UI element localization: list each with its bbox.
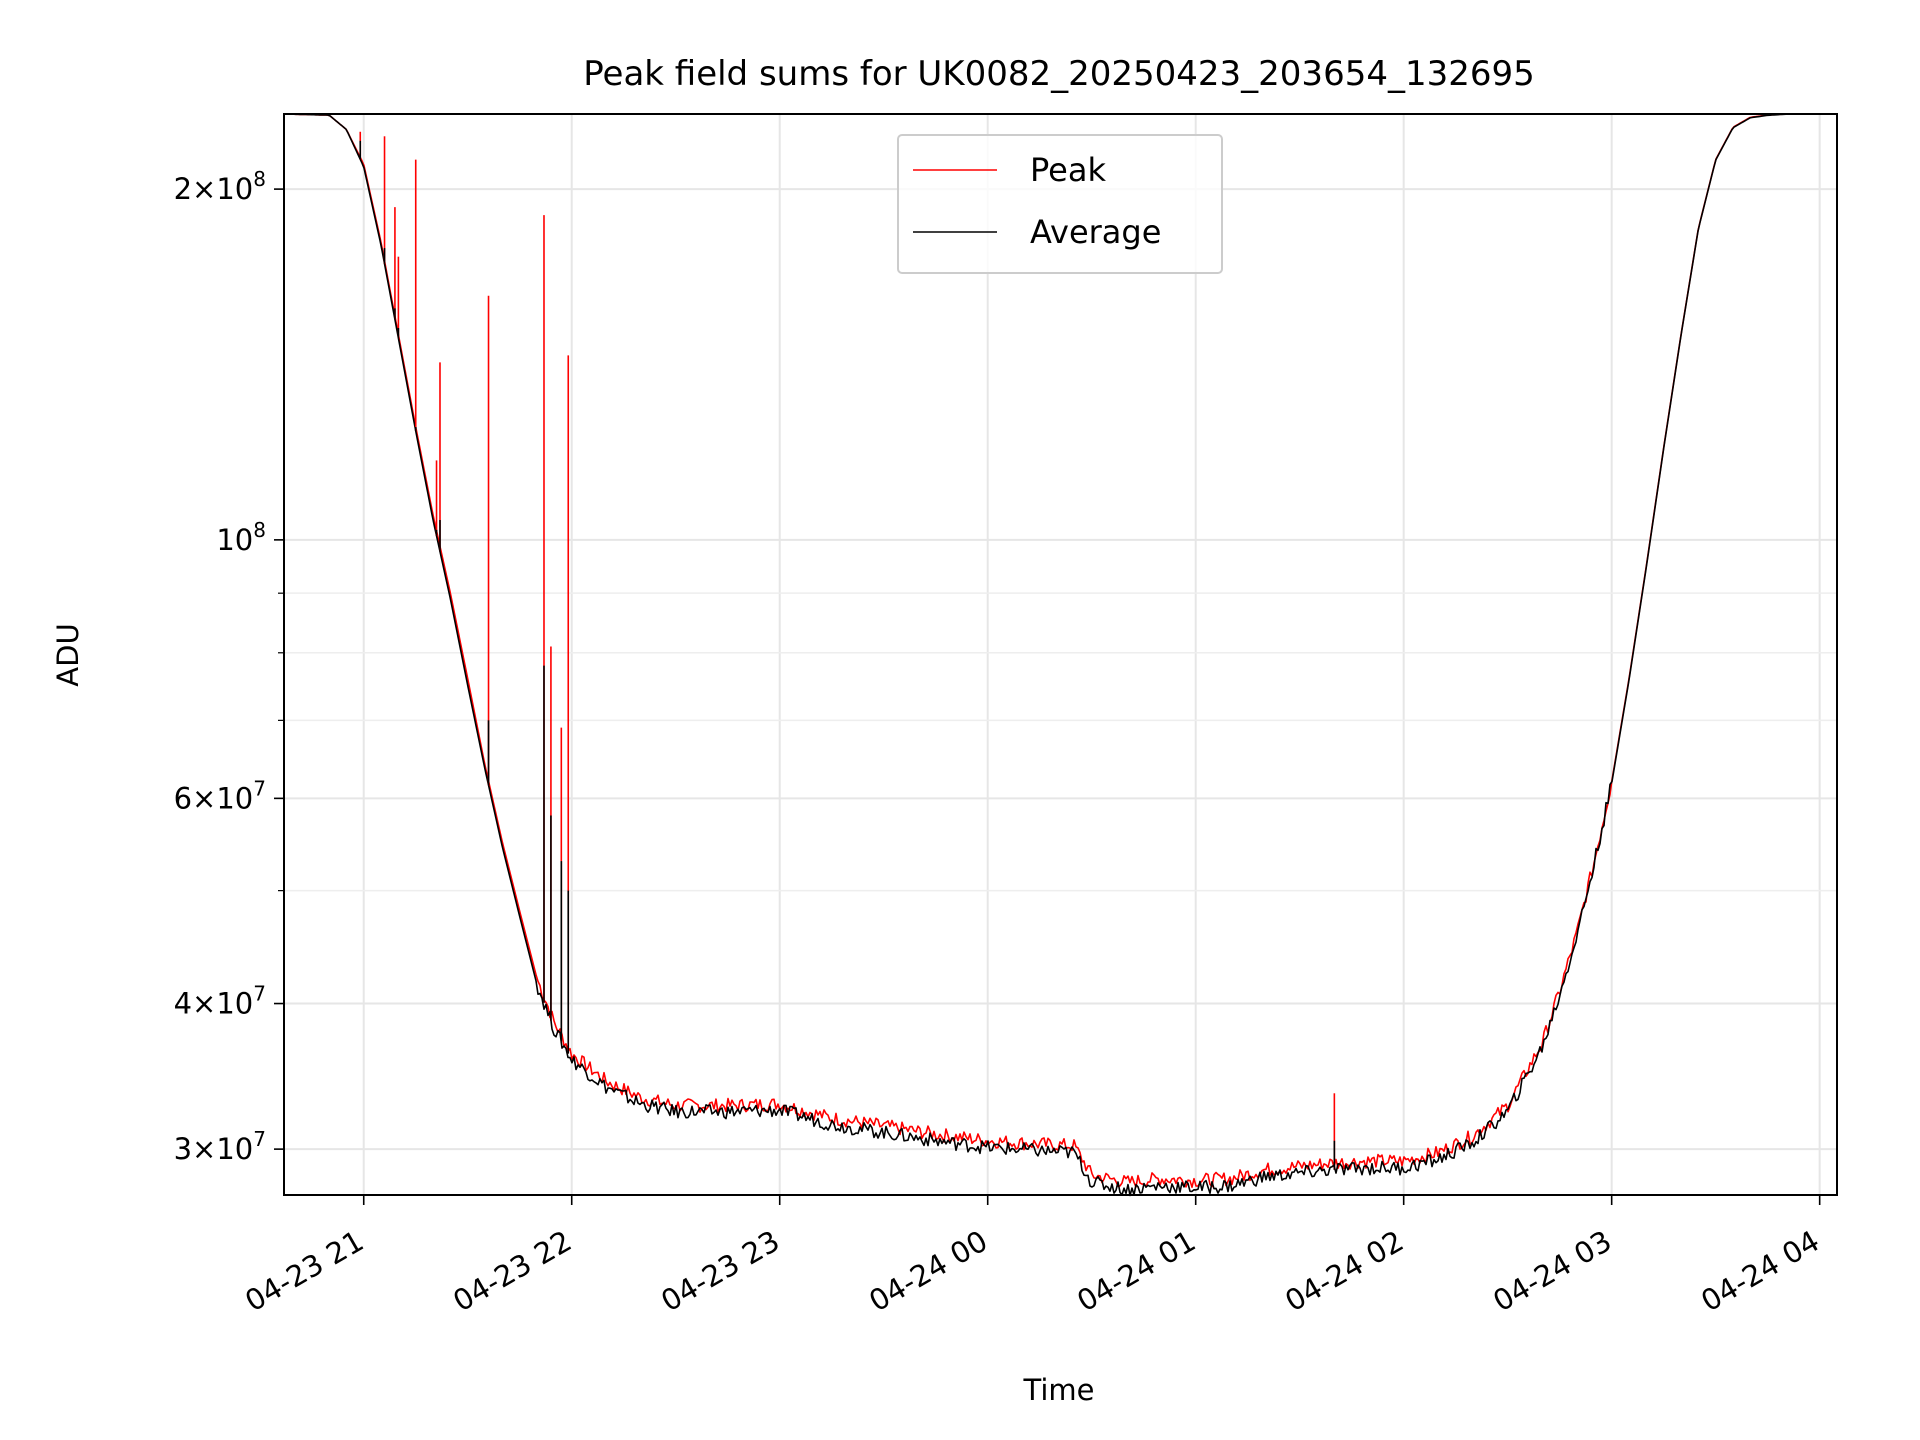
- y-tick-label: 4×107: [174, 982, 266, 1021]
- plot-frame: [283, 113, 1838, 1196]
- series-line-average: [284, 113, 1836, 1197]
- legend-average-label: Average: [1030, 213, 1161, 251]
- legend-peak-label: Peak: [1030, 151, 1106, 189]
- x-axis-label: Time: [1023, 1373, 1095, 1407]
- chart-title: Peak field sums for UK0082_20250423_2036…: [583, 54, 1535, 94]
- y-tick-label: 3×107: [174, 1127, 266, 1166]
- series-layer: [284, 113, 1836, 1197]
- axes: [283, 113, 1838, 1196]
- y-tick-label: 6×107: [174, 776, 266, 815]
- legend: Peak Average: [897, 134, 1223, 274]
- y-axis-label: ADU: [51, 623, 85, 686]
- grid: [284, 114, 1837, 1195]
- y-tick-label: 2×108: [174, 167, 266, 206]
